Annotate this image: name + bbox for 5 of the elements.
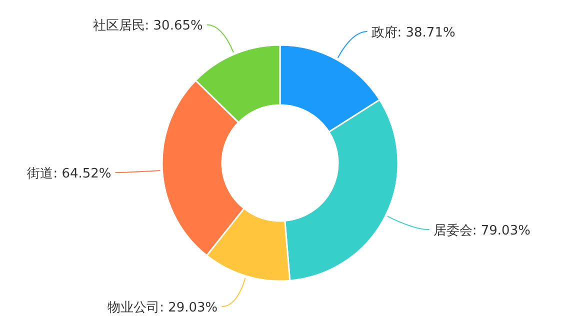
slice-label: 物业公司: 29.03% (108, 300, 218, 316)
slice-label: 居委会: 79.03% (433, 224, 530, 239)
slice-label: 街道: 64.52% (27, 166, 112, 182)
slice-label: 政府: 38.71% (371, 24, 456, 41)
slice-label: 社区居民: 30.65% (92, 18, 203, 34)
